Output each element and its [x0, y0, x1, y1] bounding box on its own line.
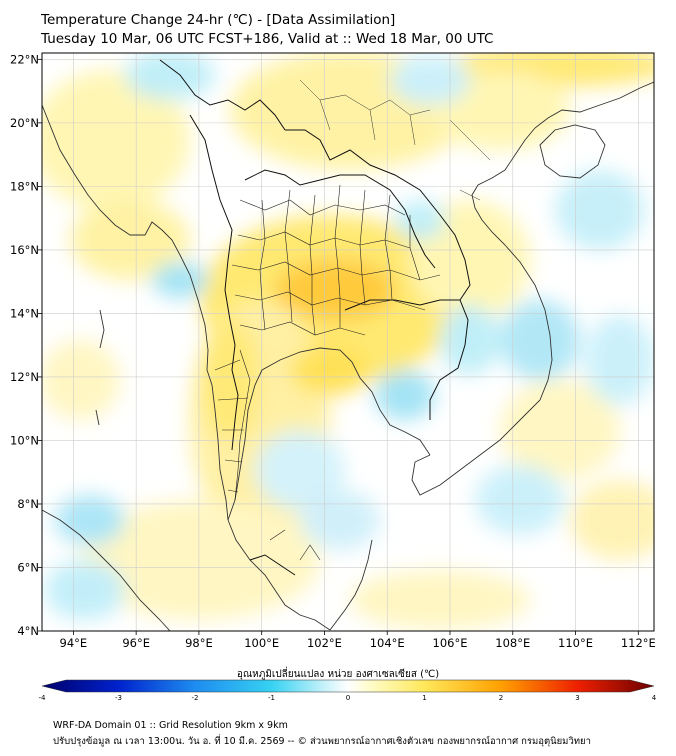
map-outlines	[42, 59, 654, 631]
map-title: Temperature Change 24-hr (℃) - [Data Ass…	[41, 12, 396, 28]
coastline-sumatra	[42, 509, 171, 631]
coastline-myanmar	[42, 104, 229, 521]
temperature-change-map: 94°E 96°E 98°E 100°E 102°E 104°E 106°E 108°E 110…	[10, 52, 657, 700]
border-laos-thailand	[244, 169, 436, 269]
latitude-label: 4°N	[17, 624, 39, 638]
latitude-label: 10°N	[10, 433, 39, 447]
longitude-label: 106°E	[433, 636, 468, 650]
colorbar-tick-labels: -4 -3 -2 -1 0 1 2 3 4	[39, 694, 657, 700]
coastline-malay-east	[329, 539, 373, 631]
coastline-thailand-gulf	[227, 347, 431, 631]
colorbar-tick-label: 2	[499, 694, 503, 700]
colorbar-tick-label: -4	[39, 694, 47, 700]
latitude-label: 6°N	[17, 560, 39, 574]
colorbar-tick-label: 3	[575, 694, 579, 700]
credit-line: ปรับปรุงข้อมูล ณ เวลา 13:00น. วัน อ. ที่…	[53, 736, 591, 747]
map-frame	[41, 52, 655, 632]
border-laos-vietnam	[285, 129, 471, 301]
colorbar-tick-label: -2	[192, 694, 199, 700]
longitude-label: 110°E	[558, 636, 593, 650]
longitude-label: 94°E	[60, 636, 88, 650]
latitude-label: 12°N	[10, 370, 39, 384]
province-borders	[214, 184, 441, 561]
longitude-label: 102°E	[307, 636, 342, 650]
colorbar-tick-label: 4	[652, 694, 657, 700]
colorbar-tick-label: -3	[115, 694, 122, 700]
longitude-label: 96°E	[122, 636, 150, 650]
map-subtitle: Tuesday 10 Mar, 06 UTC FCST+186, Valid a…	[41, 31, 494, 47]
neighbour-province-borders	[299, 79, 491, 201]
latitude-label: 14°N	[10, 306, 39, 320]
coastline-hainan	[539, 124, 606, 179]
colorbar-gradient	[41, 679, 655, 693]
colorbar-tick-label: 0	[346, 694, 350, 700]
colorbar-label: อุณหภูมิเปลี่ยนแปลง หน่วย องศาเซลเซียส (…	[236, 669, 440, 680]
border-myanmar-china	[159, 59, 286, 131]
longitude-tick-labels: 94°E 96°E 98°E 100°E 102°E 104°E 106°E 108°E 110…	[60, 631, 656, 650]
colorbar: -4 -3 -2 -1 0 1 2 3 4	[39, 679, 657, 700]
longitude-label: 108°E	[495, 636, 530, 650]
longitude-label: 100°E	[244, 636, 279, 650]
coastline-vietnam	[411, 127, 553, 496]
model-info: WRF-DA Domain 01 :: Grid Resolution 9km …	[53, 720, 288, 731]
colorbar-tick-label: -1	[268, 694, 275, 700]
latitude-label: 18°N	[10, 179, 39, 193]
border-myanmar-thailand	[189, 114, 239, 451]
latitude-label: 22°N	[10, 52, 39, 66]
coastline-south-china	[534, 81, 654, 129]
coastline-andaman	[95, 309, 105, 426]
latitude-label: 16°N	[10, 243, 39, 257]
colorbar-tick-label: 1	[422, 694, 426, 700]
longitude-label: 98°E	[185, 636, 213, 650]
longitude-label: 104°E	[370, 636, 405, 650]
temperature-field	[42, 53, 654, 630]
latitude-tick-labels: 22°N 20°N 18°N 16°N 14°N 12°N 10°N 8°N 6°N 4°N	[10, 52, 42, 638]
longitude-label: 112°E	[621, 636, 656, 650]
border-thailand-malaysia	[249, 554, 296, 576]
latitude-label: 20°N	[10, 116, 39, 130]
latitude-label: 8°N	[17, 497, 39, 511]
